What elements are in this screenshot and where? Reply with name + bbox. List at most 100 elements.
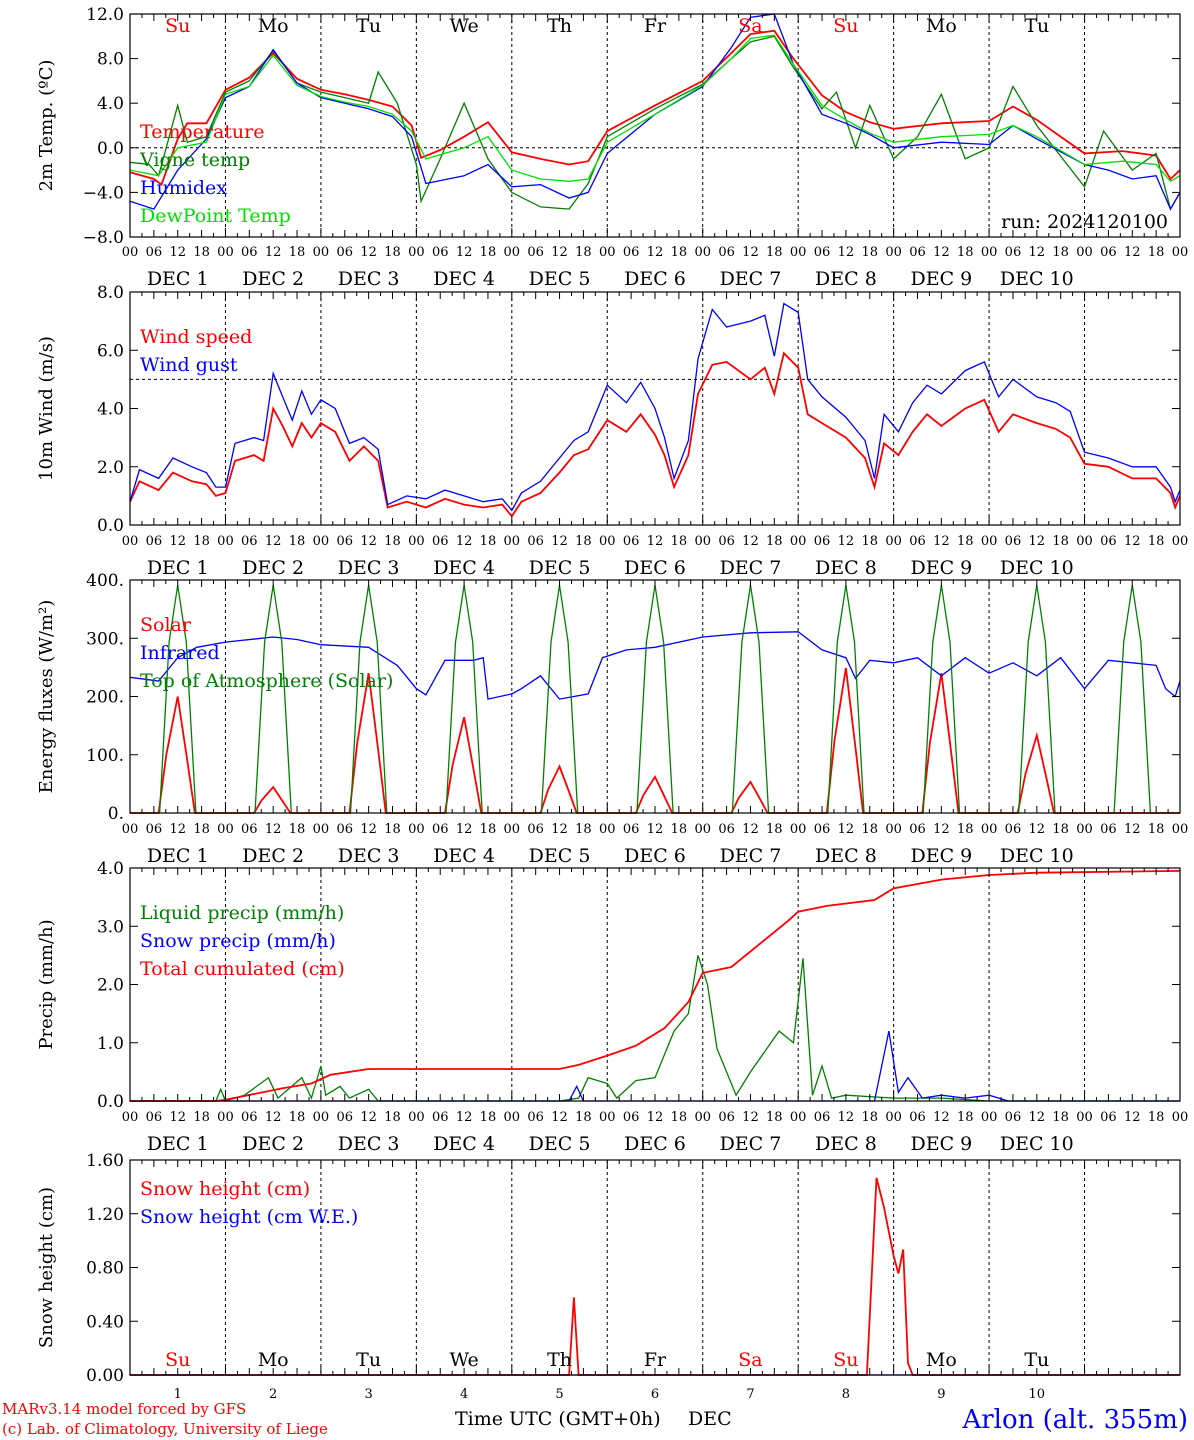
bottom-day-number: 2 xyxy=(269,1387,277,1402)
hour-tick-label: 00 xyxy=(981,245,998,260)
hour-tick-label: 12 xyxy=(647,1110,664,1125)
hour-tick-label: 06 xyxy=(1100,822,1117,837)
y-tick-label: 1.20 xyxy=(86,1205,124,1225)
day-label: DEC 5 xyxy=(529,845,591,867)
hour-tick-label: 12 xyxy=(360,822,377,837)
day-label: DEC 9 xyxy=(910,1133,972,1155)
legend-entry: Snow precip (mm/h) xyxy=(140,930,336,952)
hour-tick-label: 12 xyxy=(933,245,950,260)
hour-tick-label: 00 xyxy=(504,245,521,260)
hour-tick-label: 00 xyxy=(1172,822,1189,837)
hour-tick-label: 12 xyxy=(647,822,664,837)
hour-tick-label: 12 xyxy=(1124,245,1141,260)
hour-tick-label: 00 xyxy=(790,245,807,260)
hour-tick-label: 12 xyxy=(742,245,759,260)
y-tick-label: 0.0 xyxy=(97,1092,124,1112)
legend-entry: Temperature xyxy=(140,121,264,143)
hour-tick-label: 00 xyxy=(694,245,711,260)
y-tick-label: 4.0 xyxy=(97,94,124,114)
hour-tick-label: 06 xyxy=(623,1110,640,1125)
hour-tick-label: 18 xyxy=(1052,1110,1069,1125)
hour-tick-label: 06 xyxy=(623,534,640,549)
legend-entry: Top of Atmosphere (Solar) xyxy=(140,670,393,692)
hour-tick-label: 06 xyxy=(623,245,640,260)
hour-tick-label: 00 xyxy=(885,245,902,260)
hour-tick-label: 18 xyxy=(671,245,688,260)
day-label: DEC 1 xyxy=(147,268,209,290)
hour-tick-label: 00 xyxy=(122,534,139,549)
hour-tick-label: 06 xyxy=(909,822,926,837)
hour-tick-label: 18 xyxy=(1148,534,1165,549)
day-label: DEC 4 xyxy=(433,1133,495,1155)
day-label: DEC 10 xyxy=(1000,557,1074,579)
day-label: DEC 7 xyxy=(720,557,782,579)
y-tick-label: 4.0 xyxy=(97,400,124,420)
hour-tick-label: 12 xyxy=(169,534,186,549)
hour-tick-label: 18 xyxy=(289,822,306,837)
weekday-label: Mo xyxy=(926,1349,957,1371)
day-label: DEC 8 xyxy=(815,845,877,867)
y-tick-label: −4.0 xyxy=(83,183,124,203)
hour-tick-label: 18 xyxy=(384,534,401,549)
hour-tick-label: 00 xyxy=(504,822,521,837)
weekday-label: Sa xyxy=(738,15,762,37)
weekday-label: Tu xyxy=(356,15,381,37)
hour-tick-label: 06 xyxy=(432,822,449,837)
legend-entry: Wind speed xyxy=(140,326,252,348)
hour-tick-label: 12 xyxy=(456,1110,473,1125)
hour-tick-label: 18 xyxy=(289,245,306,260)
legend-entry: Solar xyxy=(140,614,192,636)
day-label: DEC 9 xyxy=(910,268,972,290)
frame-layer xyxy=(129,13,1181,1376)
day-label: DEC 2 xyxy=(242,557,304,579)
legend-entry: Total cumulated (cm) xyxy=(140,958,345,980)
hour-tick-label: 00 xyxy=(217,245,234,260)
hour-tick-label: 18 xyxy=(861,1110,878,1125)
y-tick-label: 1.60 xyxy=(86,1151,124,1171)
hour-tick-label: 00 xyxy=(217,534,234,549)
y-tick-label: 0.00 xyxy=(86,1366,124,1386)
hour-tick-label: 12 xyxy=(169,245,186,260)
hour-tick-label: 00 xyxy=(408,245,425,260)
hour-tick-label: 00 xyxy=(694,534,711,549)
hour-tick-label: 12 xyxy=(838,534,855,549)
hour-tick-label: 00 xyxy=(1172,534,1189,549)
day-label: DEC 4 xyxy=(433,557,495,579)
hour-tick-label: 18 xyxy=(861,822,878,837)
y-tick-label: 2.0 xyxy=(97,458,124,478)
day-label: DEC 5 xyxy=(529,1133,591,1155)
x-axis-month: DEC xyxy=(688,1408,732,1430)
credit-line-1: MARv3.14 model forced by GFS xyxy=(2,1400,246,1418)
y-axis-label: Energy fluxes (W/m²) xyxy=(36,600,57,794)
hour-tick-label: 00 xyxy=(313,534,330,549)
hour-tick-label: 12 xyxy=(169,1110,186,1125)
y-tick-label: −8.0 xyxy=(83,228,124,248)
hour-tick-label: 18 xyxy=(384,245,401,260)
bottom-day-number: 8 xyxy=(842,1387,850,1402)
day-label: DEC 10 xyxy=(1000,268,1074,290)
weekday-label: Mo xyxy=(926,15,957,37)
weekday-label: Th xyxy=(547,15,572,37)
station-label: Arlon (alt. 355m) xyxy=(961,1405,1188,1435)
hour-tick-label: 18 xyxy=(861,245,878,260)
hour-tick-label: 06 xyxy=(432,1110,449,1125)
legend-entry: Liquid precip (mm/h) xyxy=(140,902,344,924)
hour-tick-label: 00 xyxy=(790,1110,807,1125)
hour-tick-label: 12 xyxy=(360,1110,377,1125)
hour-tick-label: 00 xyxy=(694,1110,711,1125)
bottom-day-number: 1 xyxy=(174,1387,182,1402)
hour-tick-label: 18 xyxy=(575,1110,592,1125)
y-tick-label: 0.80 xyxy=(86,1259,124,1279)
hour-tick-label: 00 xyxy=(1076,245,1093,260)
legend-entry: Snow height (cm W.E.) xyxy=(140,1206,358,1228)
hour-tick-label: 06 xyxy=(1005,1110,1022,1125)
hour-tick-label: 18 xyxy=(480,534,497,549)
hour-tick-label: 18 xyxy=(861,534,878,549)
weekday-label: Su xyxy=(165,1349,190,1371)
hour-tick-label: 00 xyxy=(981,822,998,837)
legend-entry: Vigne temp xyxy=(139,149,250,171)
series-line xyxy=(129,34,1181,183)
hour-tick-label: 18 xyxy=(766,245,783,260)
hour-tick-label: 12 xyxy=(265,822,282,837)
weekday-label: Mo xyxy=(258,15,289,37)
